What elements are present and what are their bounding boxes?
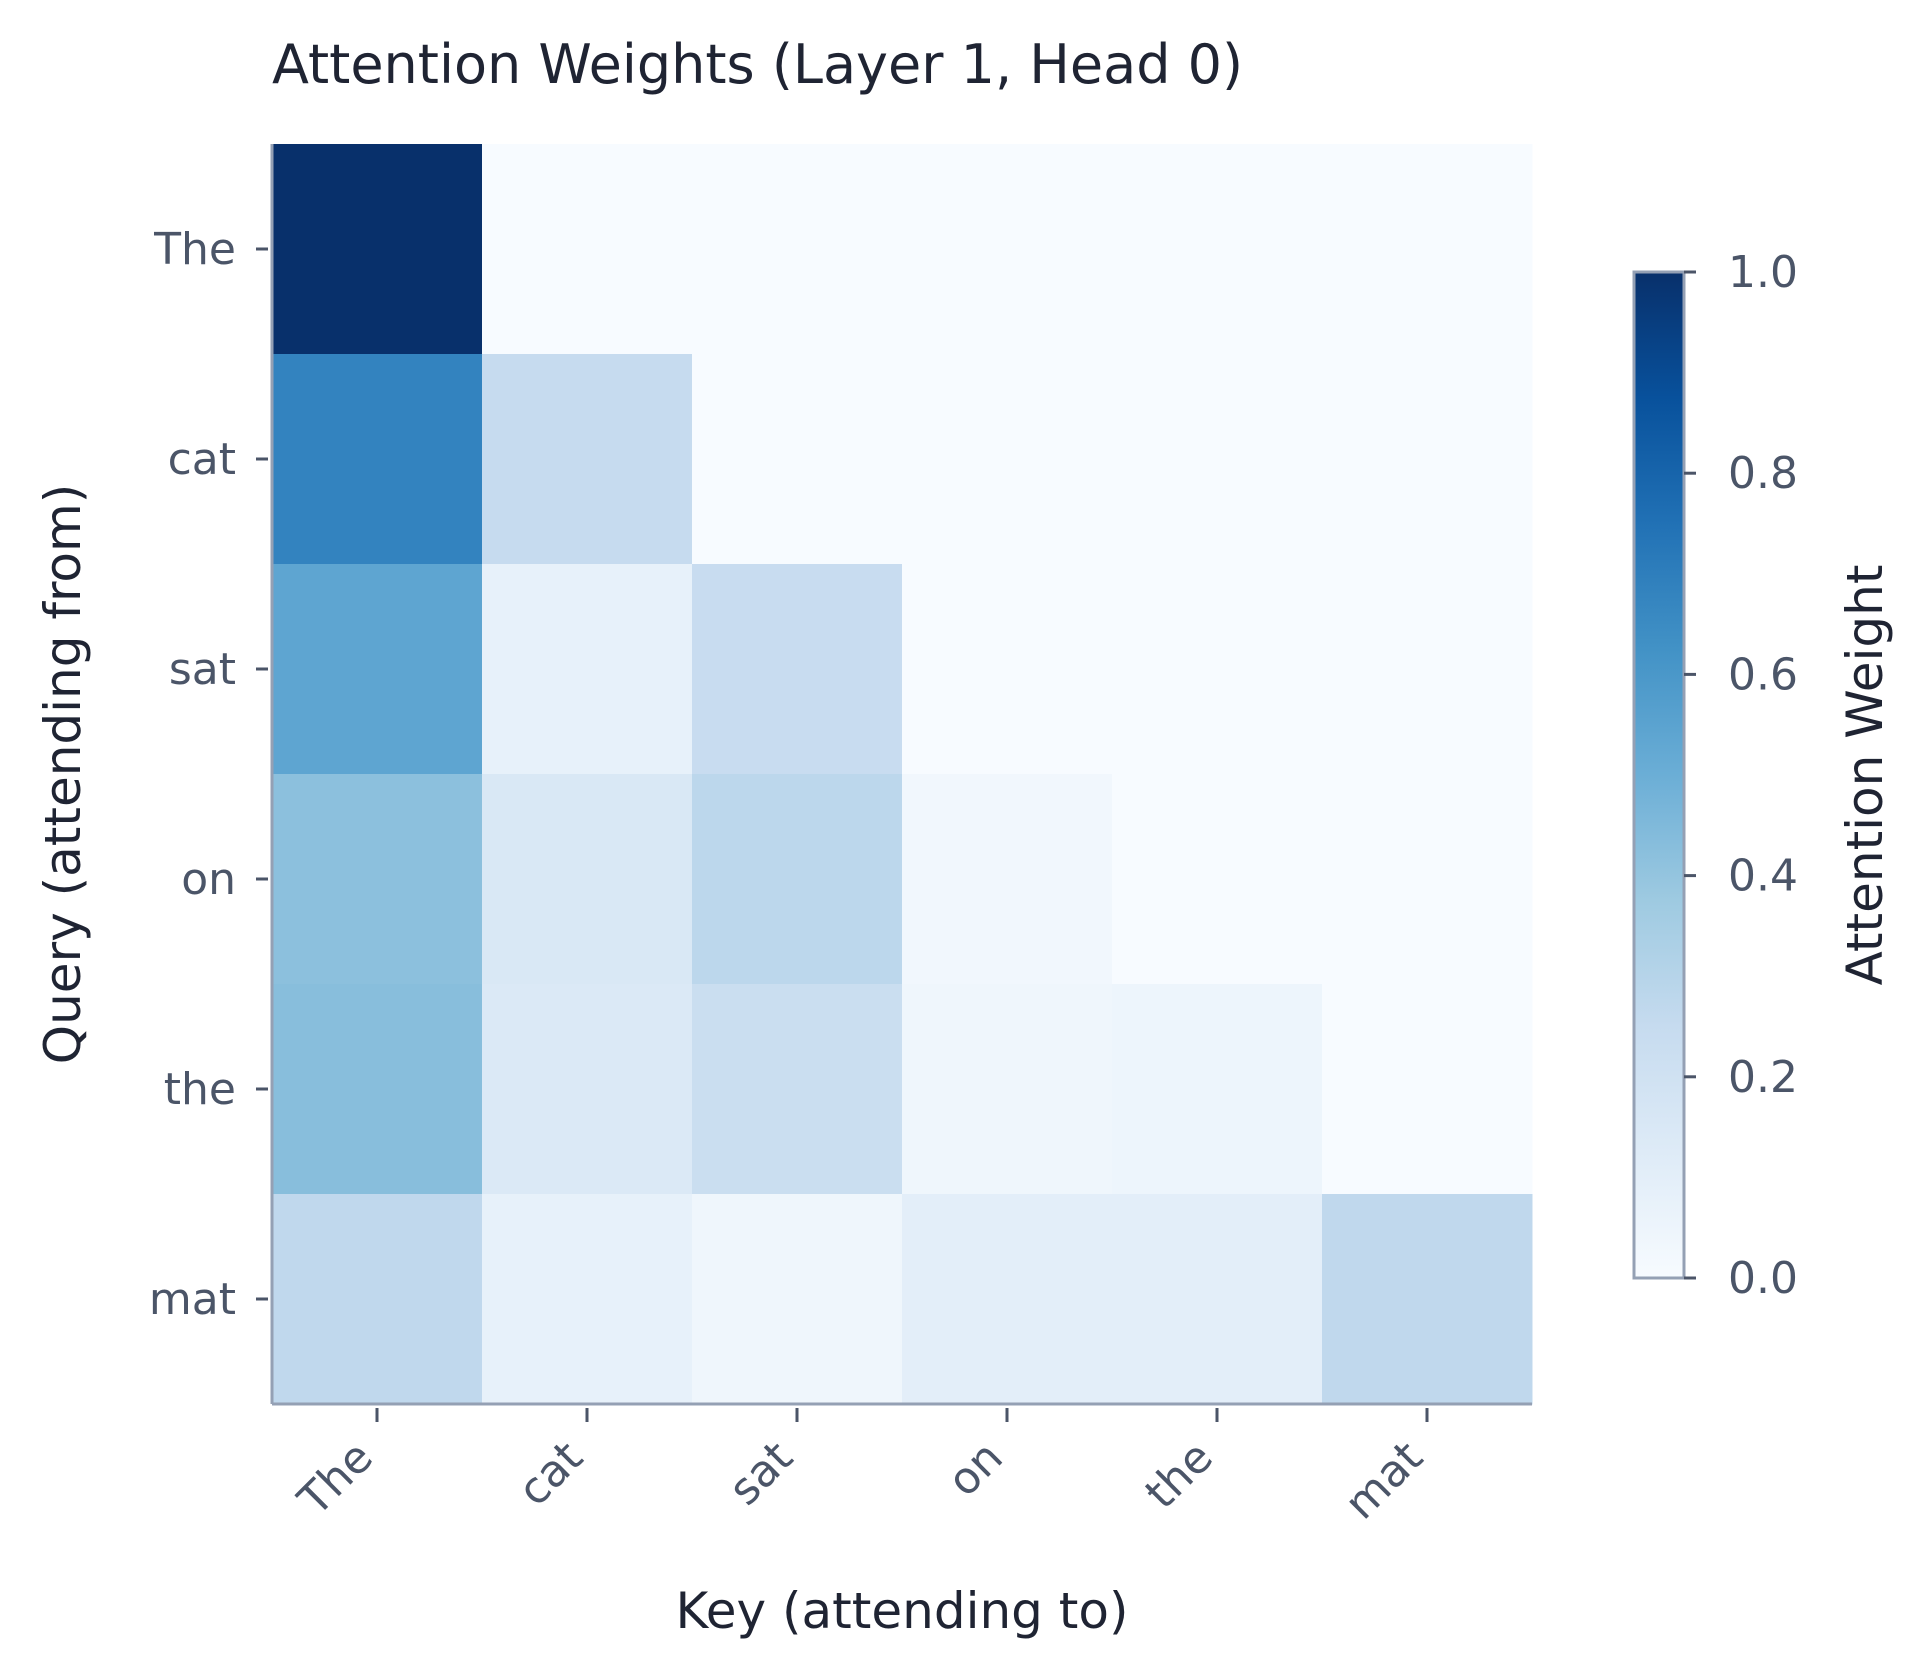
heatmap-cell-2-4 bbox=[1112, 564, 1323, 775]
heatmap-cell-0-0 bbox=[272, 144, 483, 355]
x-tick-label: the bbox=[1136, 1432, 1223, 1519]
heatmap-cell-1-0 bbox=[272, 354, 483, 565]
heatmap-cell-2-5 bbox=[1322, 564, 1533, 775]
heatmap-cell-4-1 bbox=[482, 984, 693, 1195]
heatmap-cell-5-1 bbox=[482, 1194, 693, 1405]
heatmap-cell-0-5 bbox=[1322, 144, 1533, 355]
colorbar-label: Attention Weight bbox=[1836, 565, 1894, 986]
colorbar: 0.0 0.2 0.4 0.6 0.8 1.0 Attention Weight bbox=[1632, 247, 1894, 1304]
y-tick-label: mat bbox=[149, 1274, 236, 1325]
y-axis-ticks: The cat sat on the mat bbox=[149, 224, 268, 1325]
heatmap-cell-4-5 bbox=[1322, 984, 1533, 1195]
y-tick-label: the bbox=[164, 1064, 236, 1115]
heatmap-cell-3-4 bbox=[1112, 774, 1323, 985]
colorbar-tick-label: 0.8 bbox=[1728, 448, 1798, 499]
heatmap-cell-1-5 bbox=[1322, 354, 1533, 565]
heatmap-cell-0-2 bbox=[692, 144, 903, 355]
heatmap-cell-1-3 bbox=[902, 354, 1113, 565]
heatmap-cell-3-0 bbox=[272, 774, 483, 985]
y-tick-label: sat bbox=[169, 644, 236, 695]
heatmap-cells bbox=[272, 144, 1533, 1405]
heatmap-cell-3-3 bbox=[902, 774, 1113, 985]
heatmap-cell-3-1 bbox=[482, 774, 693, 985]
x-tick-label: The bbox=[288, 1432, 383, 1527]
colorbar-tick-label: 0.0 bbox=[1728, 1253, 1798, 1304]
colorbar-tick-label: 0.4 bbox=[1728, 851, 1798, 902]
heatmap-cell-0-1 bbox=[482, 144, 693, 355]
x-axis-ticks: The cat sat on the mat bbox=[288, 1408, 1433, 1529]
x-tick-label: mat bbox=[1335, 1432, 1433, 1530]
heatmap-cell-2-2 bbox=[692, 564, 903, 775]
heatmap-cell-0-4 bbox=[1112, 144, 1323, 355]
x-tick-label: on bbox=[938, 1432, 1013, 1507]
heatmap-cell-3-5 bbox=[1322, 774, 1533, 985]
colorbar-tick-label: 0.6 bbox=[1728, 649, 1798, 700]
heatmap-cell-2-1 bbox=[482, 564, 693, 775]
heatmap-cell-5-2 bbox=[692, 1194, 903, 1405]
heatmap-cell-2-3 bbox=[902, 564, 1113, 775]
colorbar-gradient bbox=[1632, 270, 1686, 1280]
heatmap-cell-0-3 bbox=[902, 144, 1113, 355]
y-tick-label: on bbox=[181, 854, 236, 905]
x-tick-label: cat bbox=[508, 1432, 592, 1516]
heatmap-cell-5-0 bbox=[272, 1194, 483, 1405]
y-tick-label: cat bbox=[168, 434, 236, 485]
heatmap-cell-1-1 bbox=[482, 354, 693, 565]
x-tick-label: sat bbox=[719, 1432, 803, 1516]
heatmap-cell-4-0 bbox=[272, 984, 483, 1195]
heatmap-cell-1-2 bbox=[692, 354, 903, 565]
heatmap-cell-1-4 bbox=[1112, 354, 1323, 565]
y-axis-label: Query (attending from) bbox=[34, 484, 92, 1064]
colorbar-ticks: 0.0 0.2 0.4 0.6 0.8 1.0 bbox=[1684, 247, 1798, 1304]
y-tick-label: The bbox=[153, 224, 236, 275]
heatmap-cell-4-2 bbox=[692, 984, 903, 1195]
heatmap-cell-5-3 bbox=[902, 1194, 1113, 1405]
heatmap-cell-4-4 bbox=[1112, 984, 1323, 1195]
colorbar-tick-label: 0.2 bbox=[1728, 1052, 1798, 1103]
heatmap-cell-4-3 bbox=[902, 984, 1113, 1195]
heatmap-cell-5-5 bbox=[1322, 1194, 1533, 1405]
heatmap-cell-2-0 bbox=[272, 564, 483, 775]
chart-title: Attention Weights (Layer 1, Head 0) bbox=[272, 33, 1243, 96]
x-axis-label: Key (attending to) bbox=[675, 1582, 1128, 1640]
colorbar-tick-label: 1.0 bbox=[1728, 247, 1798, 298]
heatmap-cell-3-2 bbox=[692, 774, 903, 985]
heatmap-cell-5-4 bbox=[1112, 1194, 1323, 1405]
